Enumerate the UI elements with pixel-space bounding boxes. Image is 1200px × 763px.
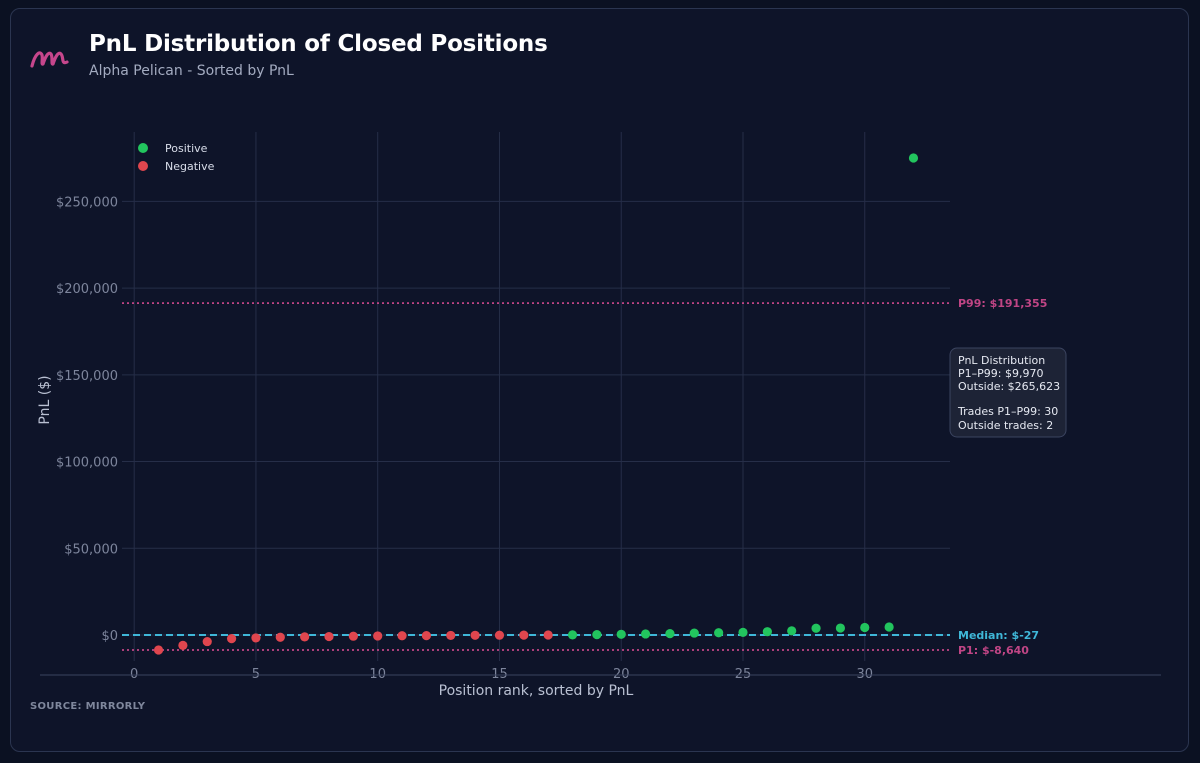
x-axis-title: Position rank, sorted by PnL <box>439 683 634 699</box>
legend-negative-marker <box>138 161 148 171</box>
legend-negative-label: Negative <box>165 160 215 173</box>
infobox-trades-outside: Outside trades: 2 <box>958 419 1053 432</box>
y-axis-title: PnL ($) <box>37 375 53 424</box>
negative-point <box>373 631 383 641</box>
positive-point <box>787 626 797 636</box>
infobox-title: PnL Distribution <box>958 354 1045 367</box>
positive-point <box>714 628 724 638</box>
negative-point <box>348 631 358 641</box>
positive-point <box>835 623 846 633</box>
legend: Positive Negative <box>138 142 215 173</box>
negative-point <box>397 631 407 641</box>
negative-point <box>300 632 310 642</box>
positive-point <box>567 630 578 640</box>
y-tick-label: $200,000 <box>56 282 118 297</box>
p1-label: P1: $-8,640 <box>958 644 1029 657</box>
legend-positive-label: Positive <box>165 142 208 155</box>
y-tick-label: $50,000 <box>64 542 118 557</box>
negative-point <box>178 640 188 650</box>
median-label: Median: $-27 <box>958 629 1039 642</box>
positive-point <box>884 622 894 632</box>
grid <box>122 132 950 661</box>
positive-point <box>762 627 772 637</box>
y-tick-label: $250,000 <box>56 195 118 210</box>
positive-point <box>738 627 748 637</box>
negative-point <box>202 636 212 647</box>
negative-point <box>226 634 237 644</box>
negative-point <box>153 645 164 655</box>
negative-point <box>324 631 334 642</box>
mirrorly-logo-icon <box>30 51 69 68</box>
positive-point <box>689 628 699 638</box>
chart-title: PnL Distribution of Closed Positions <box>89 31 548 57</box>
p99-label: P99: $191,355 <box>958 297 1047 310</box>
axis-ticks: $0 $50,000 $100,000 $150,000 $200,000 $250,00… <box>56 195 873 682</box>
positive-point <box>908 153 919 163</box>
positive-point <box>665 628 675 639</box>
negative-point <box>470 630 480 640</box>
negative-point <box>421 630 432 641</box>
negative-point <box>519 630 529 640</box>
positive-point <box>592 630 602 640</box>
positive-point <box>860 622 870 633</box>
y-tick-label: $150,000 <box>56 369 118 384</box>
infobox-range-value: P1–P99: $9,970 <box>958 367 1043 380</box>
negative-point <box>251 633 261 643</box>
distribution-infobox: PnL Distribution P1–P99: $9,970 Outside:… <box>949 347 1067 438</box>
chart-subtitle: Alpha Pelican - Sorted by PnL <box>89 63 294 79</box>
positive-point <box>640 629 651 639</box>
infobox-background <box>949 347 1067 438</box>
negative-point <box>275 632 285 642</box>
negative-point <box>446 630 456 641</box>
reference-lines: P99: $191,355 Median: $-27 P1: $-8,640 <box>122 297 1047 657</box>
y-tick-label: $0 <box>101 629 118 644</box>
infobox-trades-in-range: Trades P1–P99: 30 <box>957 405 1058 418</box>
infobox-outside-value: Outside: $265,623 <box>958 380 1060 393</box>
data-points <box>153 153 919 655</box>
legend-positive-marker <box>138 143 148 153</box>
positive-point <box>616 629 626 639</box>
negative-point <box>494 630 505 640</box>
source-credit: SOURCE: MIRRORLY <box>30 701 146 712</box>
positive-point <box>811 623 821 633</box>
negative-point <box>543 630 553 640</box>
y-tick-label: $100,000 <box>56 456 118 471</box>
